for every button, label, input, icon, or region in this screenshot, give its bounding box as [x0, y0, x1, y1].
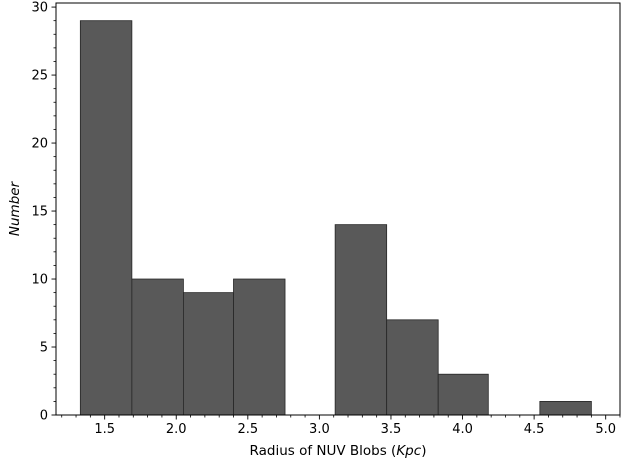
x-tick-label: 4.0 — [452, 422, 473, 437]
y-tick-label: 30 — [31, 1, 48, 16]
x-tick-label: 3.0 — [309, 422, 330, 437]
x-tick-label: 3.5 — [381, 422, 402, 437]
x-tick-label: 4.5 — [524, 422, 545, 437]
histogram-bar-2 — [131, 278, 184, 416]
histogram-bar-1 — [79, 20, 133, 416]
y-tick-label: 5 — [40, 341, 48, 356]
y-tick-label: 0 — [40, 409, 48, 424]
x-axis-label: Radius of NUV Blobs (Kpc) — [250, 443, 427, 459]
y-axis-label: Number — [7, 180, 23, 236]
y-tick-label: 25 — [31, 69, 48, 84]
y-axis-ticks: 0 5 10 15 20 25 30 — [31, 1, 56, 424]
histogram-bar-4 — [233, 278, 286, 416]
x-tick-label: 1.5 — [94, 422, 115, 437]
histogram-bar-3 — [183, 292, 234, 416]
histogram-bar-7 — [386, 319, 439, 416]
bars-group — [79, 20, 592, 416]
histogram-bar-10 — [539, 401, 592, 416]
histogram-bar-6 — [334, 224, 388, 416]
plot-frame — [55, 2, 621, 416]
y-tick-label: 10 — [31, 273, 48, 288]
x-tick-label: 2.0 — [166, 422, 187, 437]
y-tick-label: 20 — [31, 137, 48, 152]
x-tick-label: 2.5 — [237, 422, 258, 437]
y-tick-label: 15 — [31, 205, 48, 220]
histogram-bar-8 — [437, 373, 489, 416]
x-axis-ticks: 1.5 2.0 2.5 3.0 3.5 4.0 4.5 5.0 — [61, 415, 621, 437]
x-tick-label: 5.0 — [595, 422, 616, 437]
